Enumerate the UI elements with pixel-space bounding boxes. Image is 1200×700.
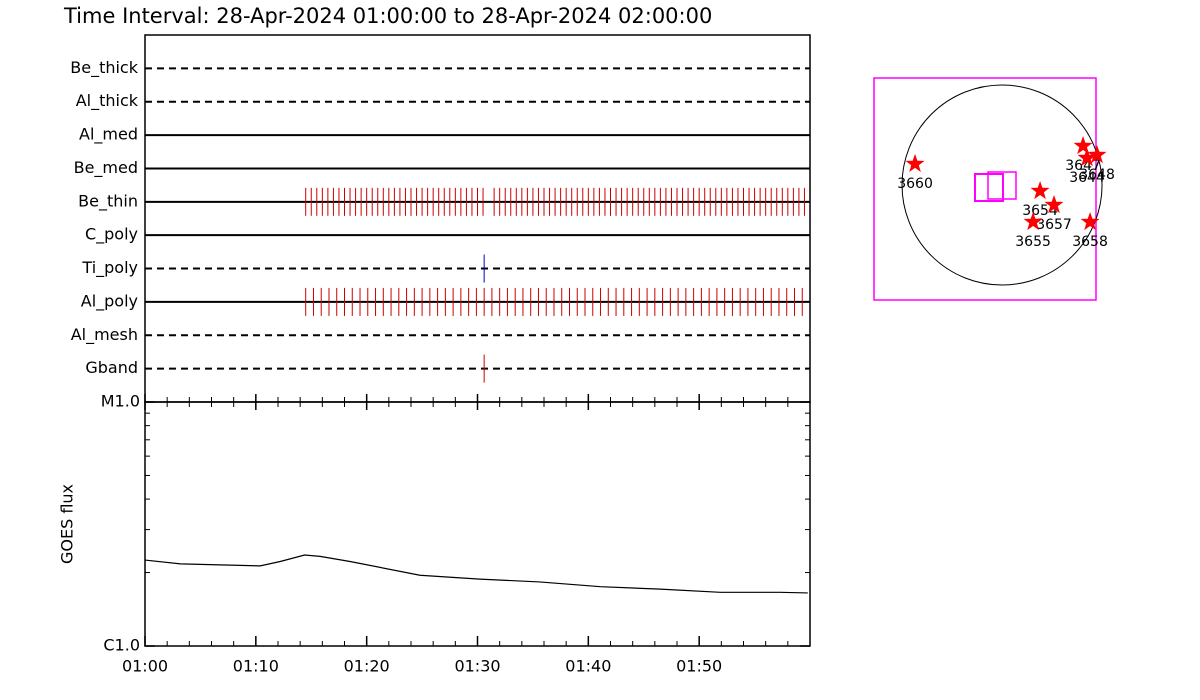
row-label: Al_med (79, 125, 138, 145)
chart-title: Time Interval: 28-Apr-2024 01:00:00 to 2… (63, 4, 712, 28)
region-star (1023, 212, 1043, 231)
flux-line (144, 554, 808, 594)
solar-disk (901, 84, 1103, 286)
map-frame (873, 77, 1097, 301)
fov-box (974, 173, 1004, 202)
x-tick-label: 01:20 (344, 657, 390, 676)
x-tick-label: 01:30 (454, 657, 500, 676)
x-tick-label: 01:10 (233, 657, 279, 676)
row-label: Be_thick (70, 58, 138, 78)
region-label: 3648 (1079, 167, 1115, 183)
region-star (1087, 145, 1107, 164)
region-label: 3660 (897, 176, 933, 192)
row-label: C_poly (85, 225, 138, 245)
region-label: 3654 (1022, 203, 1058, 219)
region-star (1030, 181, 1050, 200)
panel-frame (144, 34, 811, 403)
row-label: Be_thin (78, 191, 138, 211)
row-label: Al_mesh (71, 325, 138, 345)
x-tick-label: 01:40 (565, 657, 611, 676)
fov-box (987, 171, 1017, 200)
region-star (1077, 148, 1097, 167)
region-star (1080, 212, 1100, 231)
y-axis-label: GOES flux (58, 484, 77, 564)
region-star (1073, 136, 1093, 155)
row-label: Al_poly (81, 291, 138, 311)
region-label: 3658 (1072, 234, 1108, 250)
region-label: 3657 (1036, 217, 1072, 233)
row-label: Al_thick (76, 91, 139, 111)
region-label: 3644 (1069, 170, 1105, 186)
row-label: Ti_poly (81, 258, 138, 278)
x-tick-label: 01:00 (122, 657, 168, 676)
region-star (1044, 195, 1064, 214)
row-label: Be_med (74, 158, 138, 178)
x-tick-label: 01:50 (676, 657, 722, 676)
region-star (905, 153, 925, 172)
y-tick-label: M1.0 (101, 392, 140, 411)
panel-frame (144, 401, 811, 647)
y-tick-label: C1.0 (103, 636, 140, 655)
region-label: 3655 (1015, 234, 1051, 250)
row-label: Gband (85, 358, 138, 377)
